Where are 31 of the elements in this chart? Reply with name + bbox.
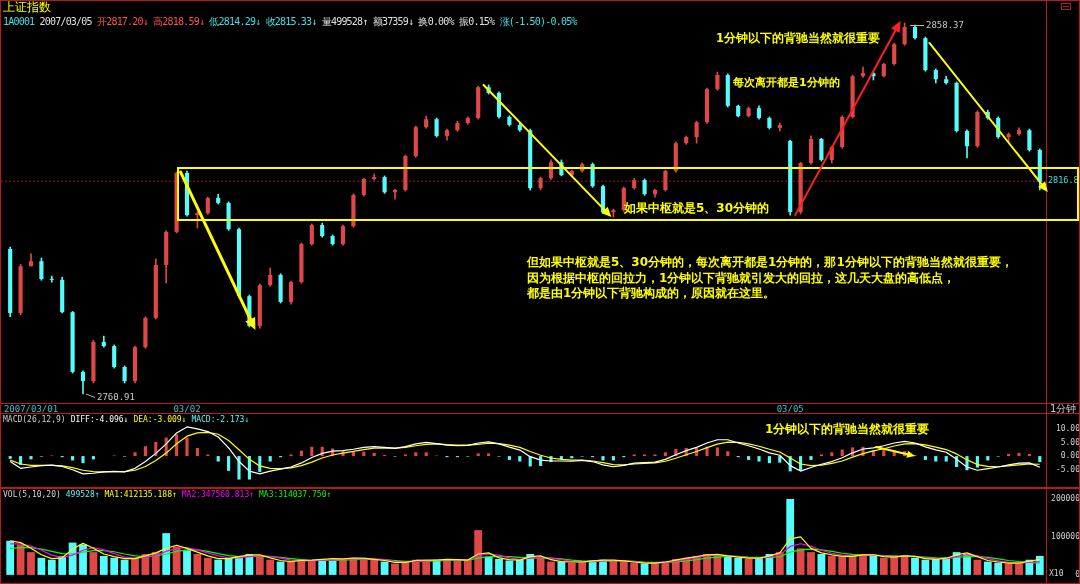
annotation: 2858.37 [926, 19, 964, 30]
y-tick-label: -5.00 [1055, 464, 1080, 474]
series-label: MACD:-2.173↓ [191, 415, 250, 424]
text: 1A0001 2007/03/05 开2817.20↓ 高2818.59↓ 低2814.29↓ 收2815.33↓ 量499528↑ 额37359↓ 换0.00% 振0.15% 涨(-1.50)-0.05% [3, 15, 577, 27]
series-label: DEA:-3.009↓ [133, 415, 187, 424]
text: DIFF:-4.096↓ [70, 415, 129, 424]
x-tick-label: 03/05 [776, 403, 804, 414]
chart-title: 上证指数 [3, 0, 52, 15]
chart-title: VOL(5,10,20) [3, 490, 61, 499]
annotation: 因为根据中枢的回拉力，1分钟以下背驰就引发大的回拉，这几天大盘的高低点， [527, 271, 956, 286]
text: 1分钟 [1050, 402, 1077, 414]
annotation: 2760.91 [97, 391, 135, 402]
y-tick-label: 100000 [1051, 532, 1080, 542]
text: MA2:347560.813↑ [181, 490, 255, 499]
y-tick-label: 200000 [1051, 494, 1080, 504]
x-tick-label: 03/02 [173, 403, 201, 414]
chart-title: MACD(26,12,9) [3, 415, 66, 424]
y-tick-label: 5.00 [1060, 437, 1080, 447]
text: 499528↑ [65, 490, 100, 499]
annotation: 都是由1分钟以下背驰构成的，原因就在这里。 [526, 286, 776, 301]
y-tick-label: 0.00 [1060, 451, 1080, 461]
annotation: 但如果中枢就是5、30分钟的，每次离开都是1分钟的，那1分钟以下的背驰当然就很重要， [526, 255, 1013, 270]
annotation: 每次离开都是1分钟的 [732, 76, 840, 90]
text: MA1:412135.188↑ [104, 490, 177, 499]
text: X10 [1049, 569, 1064, 579]
text: MA3:314037.750↑ [259, 490, 332, 499]
annotation: 1分钟以下的背驰当然就很重要 [765, 422, 930, 437]
x-tick-label: 2007/03/01 [3, 403, 59, 414]
y-tick-label: 10.00 [1055, 423, 1080, 433]
annotation: 1分钟以下的背驰当然就很重要 [716, 30, 881, 45]
annotation: 如果中枢就是5、30分钟的 [623, 201, 770, 216]
